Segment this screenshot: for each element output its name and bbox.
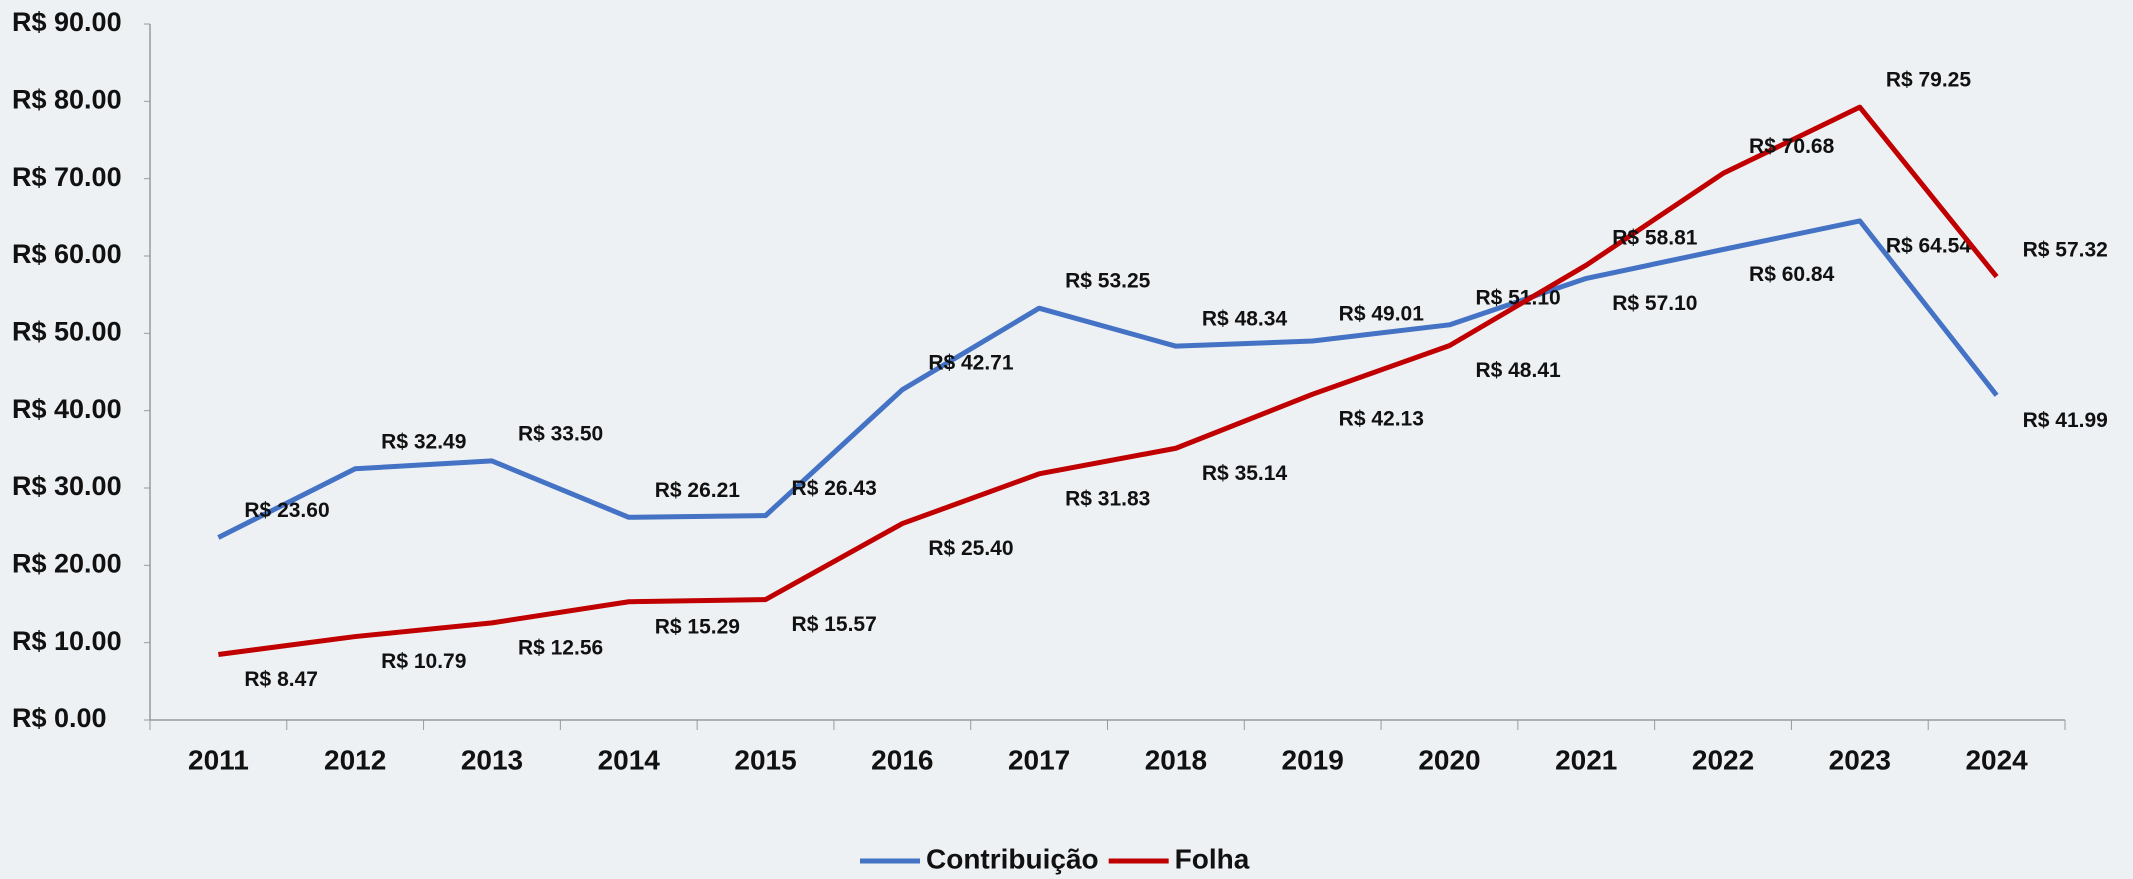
x-tick-label: 2021: [1555, 744, 1617, 775]
x-tick-label: 2011: [188, 744, 249, 775]
x-tick-label: 2019: [1282, 744, 1344, 775]
data-label: R$ 12.56: [518, 636, 603, 659]
y-tick-label: R$ 50.00: [12, 316, 122, 346]
data-label: R$ 57.10: [1612, 292, 1697, 315]
data-label: R$ 58.81: [1612, 227, 1698, 250]
data-label: R$ 32.49: [381, 430, 466, 453]
data-label: R$ 42.71: [928, 351, 1014, 374]
data-label: R$ 60.84: [1749, 263, 1835, 286]
x-tick-label: 2012: [324, 744, 386, 775]
legend-label: Folha: [1175, 843, 1250, 874]
series-line: [218, 104, 1999, 657]
data-label: R$ 42.13: [1339, 408, 1424, 431]
x-tick-label: 2013: [461, 744, 523, 775]
data-label: R$ 31.83: [1065, 487, 1150, 510]
y-tick-label: R$ 10.00: [12, 626, 122, 656]
x-tick-label: 2016: [871, 744, 933, 775]
data-label: R$ 8.47: [244, 668, 318, 691]
data-label: R$ 53.25: [1065, 270, 1151, 293]
data-label: R$ 33.50: [518, 422, 603, 445]
data-label: R$ 79.25: [1886, 69, 1972, 92]
series-line: [217, 218, 1999, 540]
y-tick-label: R$ 90.00: [12, 7, 122, 37]
y-tick-label: R$ 60.00: [12, 239, 122, 269]
data-label: R$ 48.41: [1475, 359, 1561, 382]
data-label: R$ 35.14: [1202, 462, 1288, 485]
data-label: R$ 48.34: [1202, 308, 1288, 331]
y-tick-label: R$ 30.00: [12, 471, 122, 501]
legend-label: Contribuição: [926, 843, 1099, 874]
data-label: R$ 10.79: [381, 650, 466, 673]
y-tick-label: R$ 40.00: [12, 394, 122, 424]
data-label: R$ 41.99: [2023, 409, 2108, 432]
data-label: R$ 26.43: [792, 477, 877, 500]
y-tick-label: R$ 80.00: [12, 84, 122, 114]
x-tick-label: 2018: [1145, 744, 1207, 775]
x-tick-label: 2022: [1692, 744, 1754, 775]
x-tick-label: 2017: [1008, 744, 1070, 775]
x-tick-label: 2024: [1965, 744, 2028, 775]
data-label: R$ 57.32: [2023, 238, 2108, 261]
y-tick-label: R$ 0.00: [12, 703, 107, 733]
data-label: R$ 49.01: [1339, 303, 1425, 326]
y-tick-label: R$ 20.00: [12, 548, 122, 578]
data-label: R$ 15.57: [792, 613, 877, 636]
data-label: R$ 64.54: [1886, 234, 1972, 257]
x-tick-label: 2015: [734, 744, 796, 775]
y-tick-label: R$ 70.00: [12, 162, 122, 192]
data-label: R$ 23.60: [244, 499, 329, 522]
x-tick-label: 2014: [598, 744, 661, 775]
data-label: R$ 25.40: [928, 537, 1013, 560]
data-label: R$ 70.68: [1749, 135, 1835, 158]
data-label: R$ 26.21: [655, 479, 741, 502]
x-tick-label: 2023: [1829, 744, 1891, 775]
data-label: R$ 15.29: [655, 615, 740, 638]
x-tick-label: 2020: [1418, 744, 1480, 775]
